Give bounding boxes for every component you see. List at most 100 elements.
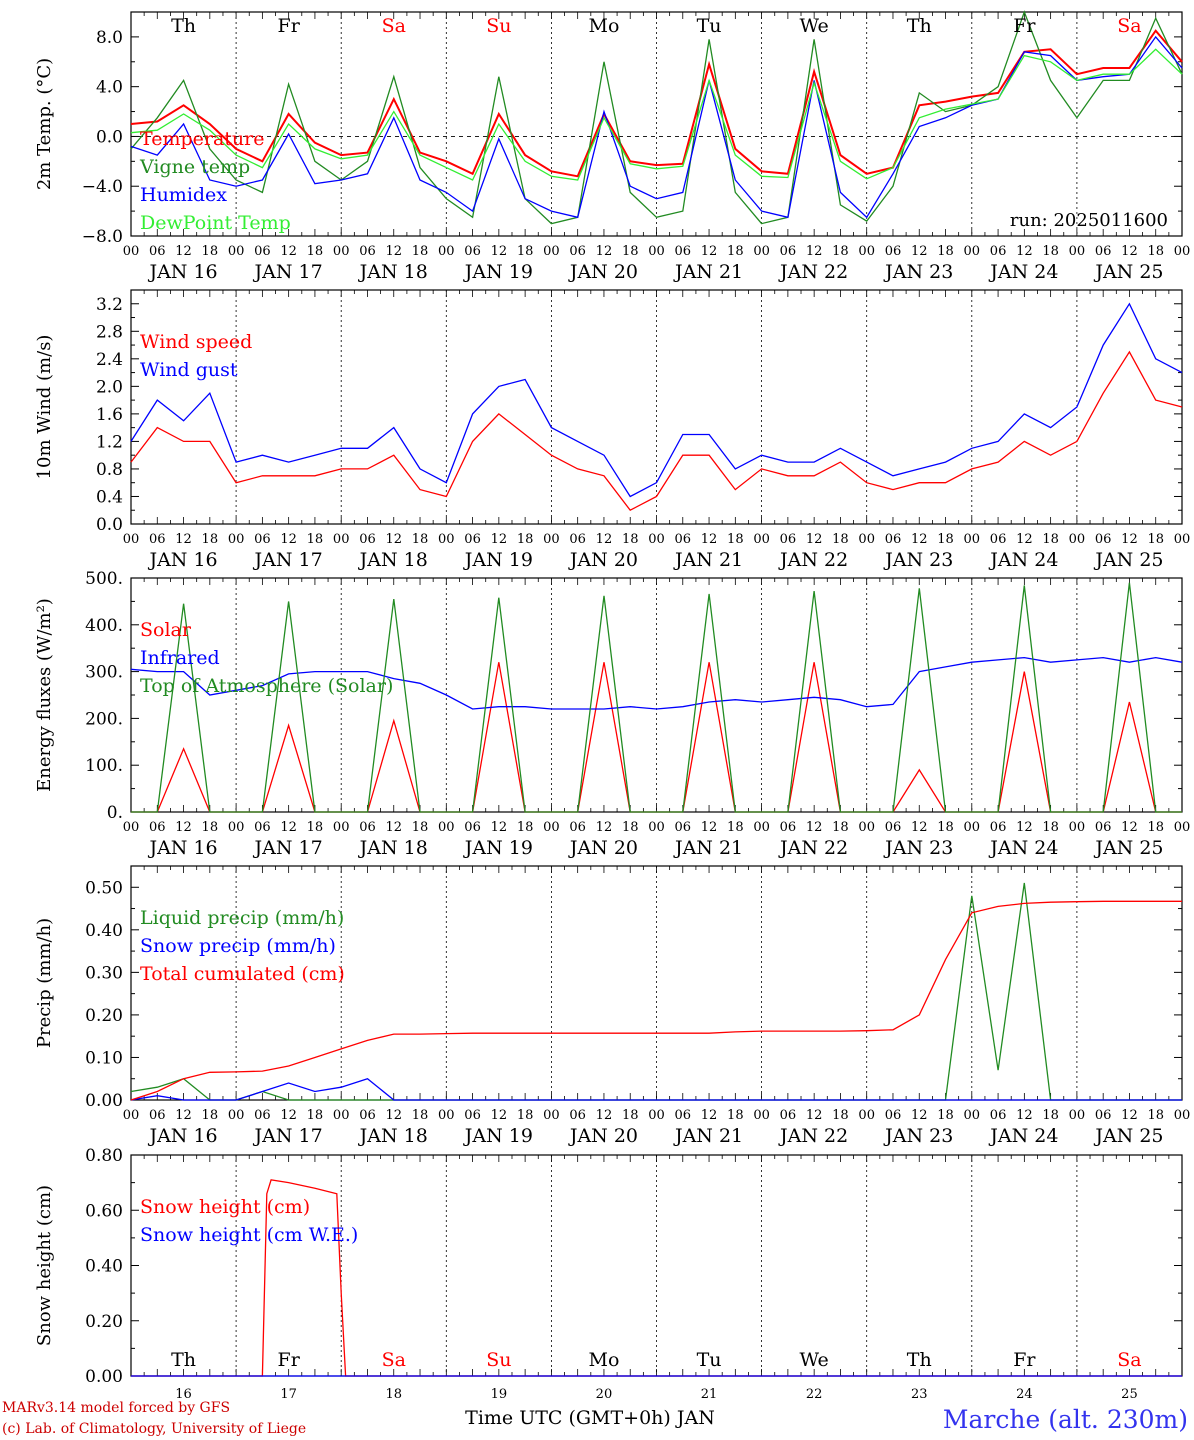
hour-tick-label: 00 <box>964 532 981 547</box>
hour-tick-label: 18 <box>517 820 534 835</box>
day-name: Fr <box>278 1349 301 1371</box>
date-label: JAN 24 <box>988 837 1058 859</box>
hour-tick-label: 18 <box>1042 1108 1059 1123</box>
day-number-label: 17 <box>280 1387 297 1402</box>
hour-tick-label: 06 <box>359 532 376 547</box>
y-tick-label: 1.2 <box>96 432 123 452</box>
y-tick-label: 0.8 <box>96 460 123 480</box>
date-label: JAN 17 <box>253 837 323 859</box>
hour-tick-label: 00 <box>648 532 665 547</box>
hour-tick-label: 18 <box>1042 820 1059 835</box>
hour-tick-label: 06 <box>149 1108 166 1123</box>
date-label: JAN 25 <box>1093 1125 1163 1147</box>
hour-tick-label: 06 <box>990 1108 1007 1123</box>
date-label: JAN 22 <box>778 837 848 859</box>
date-label: JAN 19 <box>463 549 533 571</box>
date-label: JAN 18 <box>358 261 428 283</box>
hour-tick-label: 12 <box>175 532 192 547</box>
date-label: JAN 21 <box>673 837 743 859</box>
legend-entry: Liquid precip (mm/h) <box>140 907 344 929</box>
hour-tick-label: 06 <box>990 532 1007 547</box>
hour-tick-label: 06 <box>569 244 586 259</box>
hour-tick-label: 12 <box>701 532 718 547</box>
hour-tick-label: 00 <box>1174 1108 1191 1123</box>
hour-tick-label: 18 <box>622 1108 639 1123</box>
day-name: Fr <box>278 15 301 37</box>
hour-tick-label: 12 <box>280 244 297 259</box>
hour-tick-label: 12 <box>175 1108 192 1123</box>
hour-tick-label: 12 <box>491 1108 508 1123</box>
hour-tick-label: 06 <box>780 244 797 259</box>
hour-tick-label: 18 <box>307 244 324 259</box>
day-name: Fr <box>1013 15 1036 37</box>
panel-4: 0.00 0.10 0.20 0.30 0.40 0.50 Precip (mm/h) Liq… <box>34 865 1191 1147</box>
hour-tick-label: 12 <box>911 244 928 259</box>
hour-tick-label: 00 <box>438 532 455 547</box>
date-label: JAN 23 <box>883 1125 953 1147</box>
y-tick-label: 4.0 <box>96 78 123 98</box>
hour-tick-label: 06 <box>1095 1108 1112 1123</box>
hour-tick-label: 18 <box>412 244 429 259</box>
y-tick-label: 0.4 <box>96 487 123 507</box>
hour-tick-label: 00 <box>543 1108 560 1123</box>
hour-tick-label: 12 <box>280 820 297 835</box>
hour-tick-label: 12 <box>1121 1108 1138 1123</box>
hour-tick-label: 12 <box>911 532 928 547</box>
hour-tick-label: 12 <box>385 820 402 835</box>
hour-tick-label: 12 <box>1016 1108 1033 1123</box>
hour-tick-label: 18 <box>307 1108 324 1123</box>
date-label: JAN 16 <box>147 261 217 283</box>
day-name: Tu <box>697 1349 722 1371</box>
hour-tick-label: 06 <box>254 532 271 547</box>
panels: −8.0 −4.0 0.0 4.0 8.0 2m Temp. (°C) Temperatur… <box>34 10 1191 1429</box>
hour-tick-label: 18 <box>622 532 639 547</box>
hour-tick-label: 12 <box>596 532 613 547</box>
panel-2: 0.0 0.4 0.8 1.2 1.6 2.0 2.4 2.8 3.2 10m Wind (m/s… <box>34 289 1190 571</box>
hour-tick-label: 00 <box>333 244 350 259</box>
hour-tick-label: 00 <box>543 532 560 547</box>
date-label: JAN 18 <box>358 837 428 859</box>
hour-tick-label: 18 <box>832 1108 849 1123</box>
hour-tick-label: 18 <box>727 1108 744 1123</box>
y-tick-label: 0.40 <box>85 921 123 941</box>
y-tick-label: −8.0 <box>82 227 123 247</box>
date-label: JAN 22 <box>778 261 848 283</box>
hour-tick-label: 00 <box>123 1108 140 1123</box>
hour-tick-label: 18 <box>517 1108 534 1123</box>
day-number-label: 24 <box>1016 1387 1033 1402</box>
hour-tick-label: 12 <box>806 1108 823 1123</box>
hour-tick-label: 18 <box>202 532 219 547</box>
y-tick-label: 0.80 <box>85 1146 123 1166</box>
day-name: Fr <box>1013 1349 1036 1371</box>
date-label: JAN 18 <box>358 549 428 571</box>
hour-tick-label: 00 <box>228 244 245 259</box>
hour-tick-label: 12 <box>1016 532 1033 547</box>
hour-tick-label: 06 <box>359 820 376 835</box>
hour-tick-label: 18 <box>622 820 639 835</box>
panel-5: 0.00 0.20 0.40 0.60 0.80 Snow height (cm) Snow… <box>34 1146 1183 1429</box>
day-name: Sa <box>382 1349 406 1371</box>
legend-entry: DewPoint Temp <box>140 212 291 234</box>
date-label: JAN 16 <box>147 1125 217 1147</box>
date-label: JAN 25 <box>1093 549 1163 571</box>
hour-tick-label: 18 <box>1042 532 1059 547</box>
date-label: JAN 22 <box>778 549 848 571</box>
date-label: JAN 21 <box>673 1125 743 1147</box>
y-tick-label: 0.20 <box>85 1312 123 1332</box>
day-number-label: 21 <box>701 1387 718 1402</box>
hour-tick-label: 06 <box>149 820 166 835</box>
hour-tick-label: 12 <box>911 1108 928 1123</box>
hour-tick-label: 12 <box>385 1108 402 1123</box>
model-credit: MARv3.14 model forced by GFS <box>2 1400 230 1416</box>
hour-tick-label: 12 <box>175 244 192 259</box>
hour-tick-label: 00 <box>438 1108 455 1123</box>
y-tick-label: 0.00 <box>85 1367 123 1387</box>
day-name: We <box>800 1349 829 1371</box>
day-name: Th <box>171 15 196 37</box>
series-line-infrared <box>130 656 1183 710</box>
hour-tick-label: 18 <box>202 244 219 259</box>
date-label: JAN 19 <box>463 837 533 859</box>
series-line-temperature <box>130 29 1183 178</box>
day-number-label: 20 <box>596 1387 613 1402</box>
